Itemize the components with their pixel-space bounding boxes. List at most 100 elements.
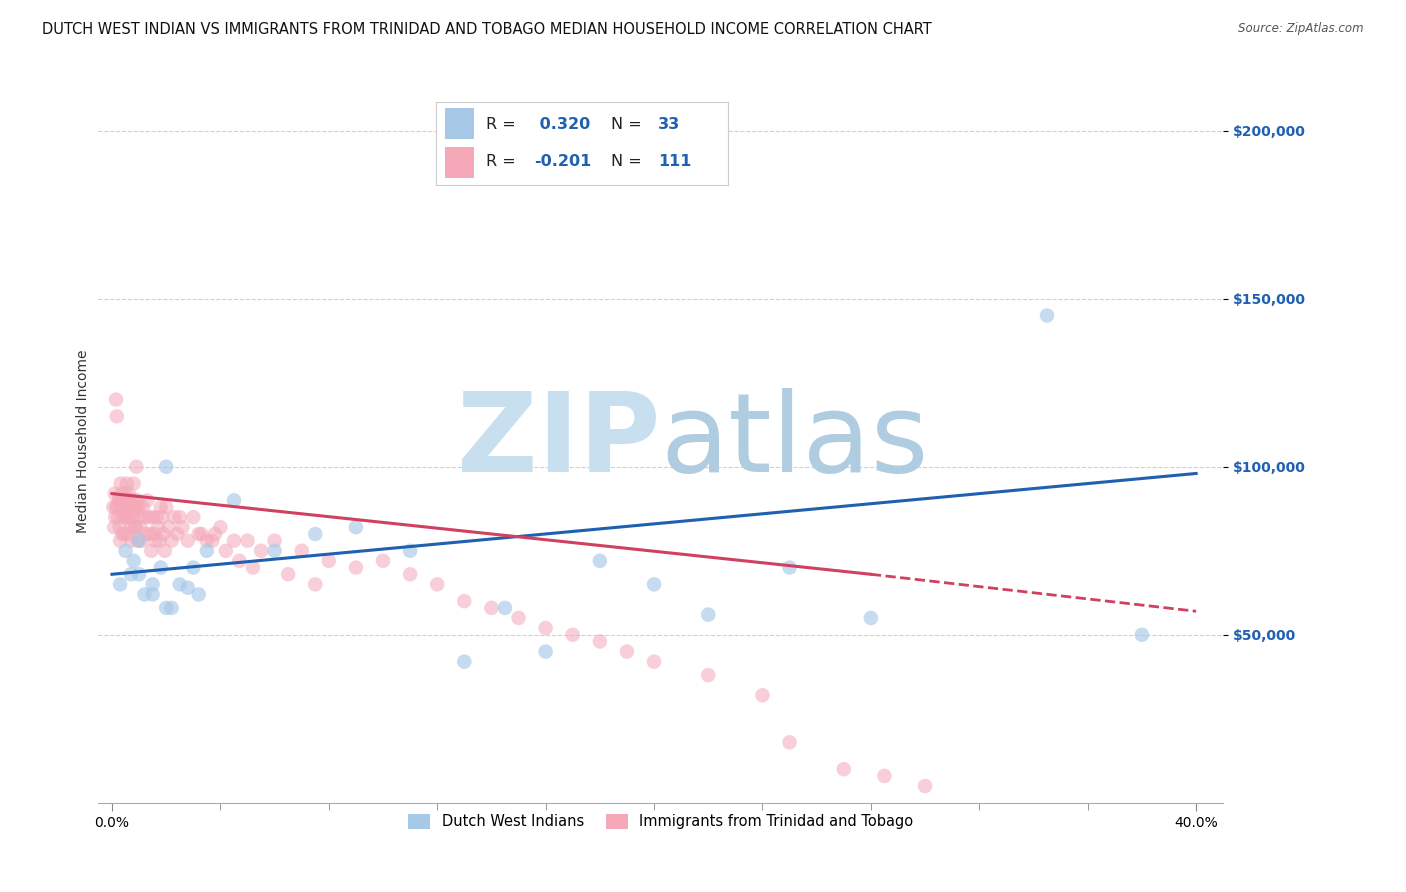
Point bbox=[399, 543, 422, 558]
Text: ZIP: ZIP bbox=[457, 388, 661, 495]
Point bbox=[318, 554, 340, 568]
Point bbox=[697, 668, 720, 682]
Point bbox=[142, 587, 165, 601]
Point bbox=[832, 762, 855, 776]
Point bbox=[110, 486, 132, 500]
Point bbox=[453, 655, 475, 669]
Point bbox=[344, 520, 367, 534]
Point bbox=[134, 510, 156, 524]
Point bbox=[508, 611, 530, 625]
Point bbox=[104, 510, 127, 524]
Point bbox=[344, 560, 367, 574]
Point bbox=[152, 527, 174, 541]
Point bbox=[114, 486, 136, 500]
Point bbox=[111, 493, 134, 508]
Point bbox=[201, 533, 224, 548]
Text: Source: ZipAtlas.com: Source: ZipAtlas.com bbox=[1239, 22, 1364, 36]
Point bbox=[190, 527, 212, 541]
Point bbox=[153, 543, 176, 558]
Point bbox=[222, 493, 245, 508]
Point bbox=[128, 533, 150, 548]
Point bbox=[643, 655, 665, 669]
Point bbox=[142, 510, 165, 524]
Point bbox=[128, 510, 150, 524]
Point bbox=[142, 577, 165, 591]
Point bbox=[118, 493, 141, 508]
Point bbox=[125, 520, 148, 534]
Point bbox=[108, 520, 131, 534]
Point bbox=[155, 459, 177, 474]
Point bbox=[181, 560, 204, 574]
Point bbox=[160, 533, 183, 548]
Point bbox=[155, 600, 177, 615]
Point bbox=[155, 500, 177, 514]
Point bbox=[107, 493, 129, 508]
Point bbox=[534, 621, 557, 635]
Point bbox=[136, 493, 159, 508]
Point bbox=[114, 543, 136, 558]
Point bbox=[127, 493, 149, 508]
Point bbox=[128, 567, 150, 582]
Point bbox=[108, 533, 131, 548]
Point bbox=[121, 500, 143, 514]
Point bbox=[222, 533, 245, 548]
Point bbox=[399, 567, 422, 582]
Point bbox=[115, 510, 138, 524]
Point bbox=[779, 560, 801, 574]
Point bbox=[453, 594, 475, 608]
Point bbox=[111, 527, 134, 541]
Point bbox=[589, 554, 612, 568]
Point bbox=[117, 527, 139, 541]
Point bbox=[118, 486, 141, 500]
Point bbox=[1130, 628, 1153, 642]
Point bbox=[263, 543, 285, 558]
Point bbox=[110, 503, 132, 517]
Point bbox=[181, 510, 204, 524]
Point bbox=[204, 527, 226, 541]
Point bbox=[129, 520, 152, 534]
Text: DUTCH WEST INDIAN VS IMMIGRANTS FROM TRINIDAD AND TOBAGO MEDIAN HOUSEHOLD INCOME: DUTCH WEST INDIAN VS IMMIGRANTS FROM TRI… bbox=[42, 22, 932, 37]
Point bbox=[209, 520, 232, 534]
Point bbox=[114, 500, 136, 514]
Point bbox=[150, 510, 173, 524]
Point bbox=[177, 581, 200, 595]
Point bbox=[304, 527, 326, 541]
Point bbox=[561, 628, 583, 642]
Point bbox=[120, 510, 142, 524]
Point bbox=[534, 644, 557, 658]
Point bbox=[112, 503, 135, 517]
Point bbox=[148, 533, 170, 548]
Point bbox=[169, 510, 191, 524]
Point bbox=[616, 644, 638, 658]
Point bbox=[108, 577, 131, 591]
Point bbox=[1036, 309, 1059, 323]
Point bbox=[117, 493, 139, 508]
Point bbox=[481, 600, 503, 615]
Point bbox=[132, 500, 155, 514]
Point bbox=[115, 476, 138, 491]
Point bbox=[135, 527, 157, 541]
Point bbox=[169, 577, 191, 591]
Point bbox=[250, 543, 273, 558]
Point bbox=[122, 493, 145, 508]
Point bbox=[291, 543, 314, 558]
Point bbox=[127, 533, 149, 548]
Point bbox=[105, 500, 128, 514]
Point bbox=[177, 533, 200, 548]
Point bbox=[105, 392, 128, 407]
Point bbox=[105, 409, 128, 424]
Point bbox=[107, 493, 129, 508]
Point bbox=[143, 527, 166, 541]
Point bbox=[120, 520, 142, 534]
Point bbox=[172, 520, 194, 534]
Point bbox=[121, 500, 143, 514]
Point bbox=[145, 510, 167, 524]
Point bbox=[128, 500, 150, 514]
Point bbox=[104, 486, 127, 500]
Point bbox=[122, 554, 145, 568]
Point bbox=[163, 510, 186, 524]
Point bbox=[195, 543, 218, 558]
Point bbox=[215, 543, 238, 558]
Point bbox=[873, 769, 896, 783]
Point bbox=[143, 533, 166, 548]
